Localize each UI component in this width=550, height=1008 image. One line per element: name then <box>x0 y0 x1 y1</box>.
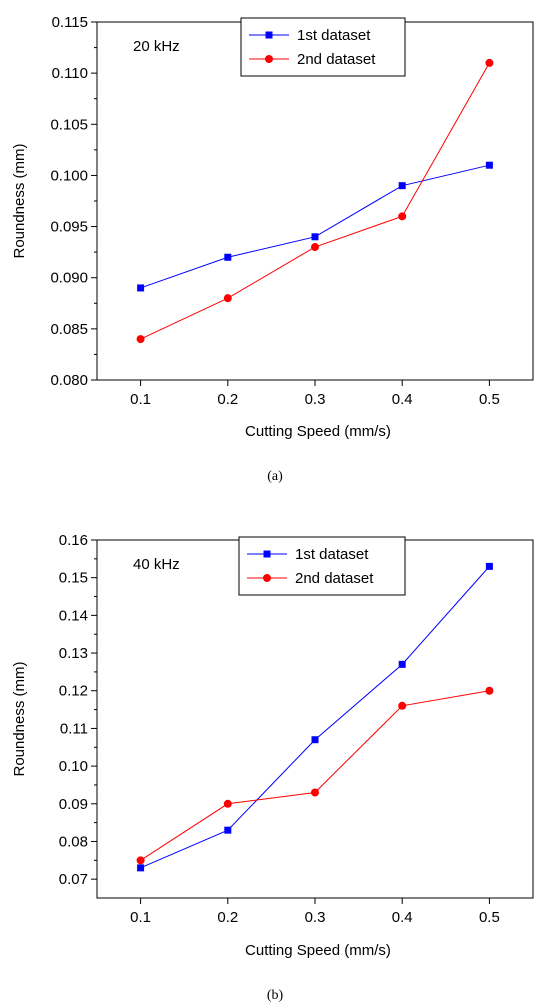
data-point-circle <box>223 799 232 808</box>
x-tick-label: 0.3 <box>305 391 326 408</box>
y-tick-label: 0.07 <box>59 871 88 888</box>
x-axis-title: Cutting Speed (mm/s) <box>245 423 391 440</box>
legend-label: 2nd dataset <box>297 51 376 68</box>
data-point-circle <box>311 243 319 252</box>
series-line-2 <box>140 690 490 861</box>
y-tick-label: 0.080 <box>50 372 88 389</box>
legend-label: 1st dataset <box>295 546 369 563</box>
x-tick-label: 0.1 <box>130 391 151 408</box>
legend-marker-circle <box>265 55 273 63</box>
frequency-annotation: 40 kHz <box>133 556 180 573</box>
figure-caption: (b) <box>267 988 284 1003</box>
legend-label: 2nd dataset <box>295 570 374 587</box>
legend-marker-circle <box>263 574 271 582</box>
data-point-square <box>485 161 493 169</box>
x-tick-label: 0.3 <box>305 909 326 926</box>
x-tick-label: 0.4 <box>392 391 413 408</box>
x-tick-label: 0.2 <box>217 909 238 926</box>
data-point-square <box>224 826 232 834</box>
data-point-circle <box>398 701 407 710</box>
chart-panel-a: 0.080 0.085 0.090 0.095 0.100 0.105 0.110 0.115… <box>11 14 534 484</box>
data-point-square <box>224 253 232 261</box>
data-point-circle <box>485 686 494 695</box>
data-point-square <box>311 233 319 241</box>
y-tick-label: 0.110 <box>52 65 88 82</box>
data-point-circle <box>136 856 145 865</box>
data-point-square <box>311 736 319 744</box>
y-tick-label: 0.09 <box>59 796 88 813</box>
series-line-1 <box>140 566 490 869</box>
y-tick-label: 0.095 <box>50 219 88 236</box>
series-line-2 <box>140 62 490 340</box>
x-tick-label: 0.4 <box>392 909 413 926</box>
x-tick-label: 0.5 <box>479 391 500 408</box>
data-point-circle <box>311 788 319 797</box>
figure-caption: (a) <box>267 469 283 484</box>
chart-panel-b: 0.07 0.08 0.09 0.10 0.11 0.12 0.13 0.14 0.15 0.16… <box>11 532 534 1003</box>
y-tick-label: 0.115 <box>52 14 88 31</box>
data-point-square <box>398 182 406 190</box>
data-point-square <box>398 660 406 668</box>
x-tick-label: 0.2 <box>217 391 238 408</box>
x-tick-label: 0.1 <box>130 909 151 926</box>
y-tick-label: 0.08 <box>59 833 88 850</box>
legend-box <box>238 536 406 596</box>
y-tick-label: 0.085 <box>50 321 88 338</box>
y-tick-label: 0.15 <box>59 570 88 587</box>
legend-label: 1st dataset <box>297 27 371 44</box>
y-axis-title: Roundness (mm) <box>11 661 28 776</box>
legend-box <box>240 17 406 77</box>
data-point-circle <box>223 294 232 303</box>
y-tick-label: 0.105 <box>50 116 88 133</box>
data-point-circle <box>485 58 494 67</box>
data-point-circle <box>136 335 145 344</box>
data-point-square <box>137 864 145 872</box>
y-tick-label: 0.13 <box>59 645 88 662</box>
frequency-annotation: 20 kHz <box>133 38 180 55</box>
legend: 1st dataset 2nd dataset <box>238 536 406 596</box>
legend-marker-square <box>265 31 273 39</box>
y-tick-label: 0.12 <box>59 683 88 700</box>
y-tick-label: 0.100 <box>50 167 88 184</box>
data-point-circle <box>398 212 407 221</box>
x-axis-title: Cutting Speed (mm/s) <box>245 942 391 959</box>
y-tick-label: 0.090 <box>50 270 88 287</box>
y-tick-label: 0.14 <box>59 607 88 624</box>
data-point-square <box>485 562 493 570</box>
x-tick-label: 0.5 <box>479 909 500 926</box>
legend-marker-square <box>263 550 271 558</box>
y-tick-label: 0.16 <box>59 532 88 549</box>
legend: 1st dataset 2nd dataset <box>240 17 406 77</box>
y-axis-title: Roundness (mm) <box>11 143 28 258</box>
y-tick-label: 0.11 <box>60 720 88 737</box>
series-line-1 <box>140 164 490 289</box>
data-point-square <box>137 284 145 292</box>
y-tick-label: 0.10 <box>59 758 88 775</box>
